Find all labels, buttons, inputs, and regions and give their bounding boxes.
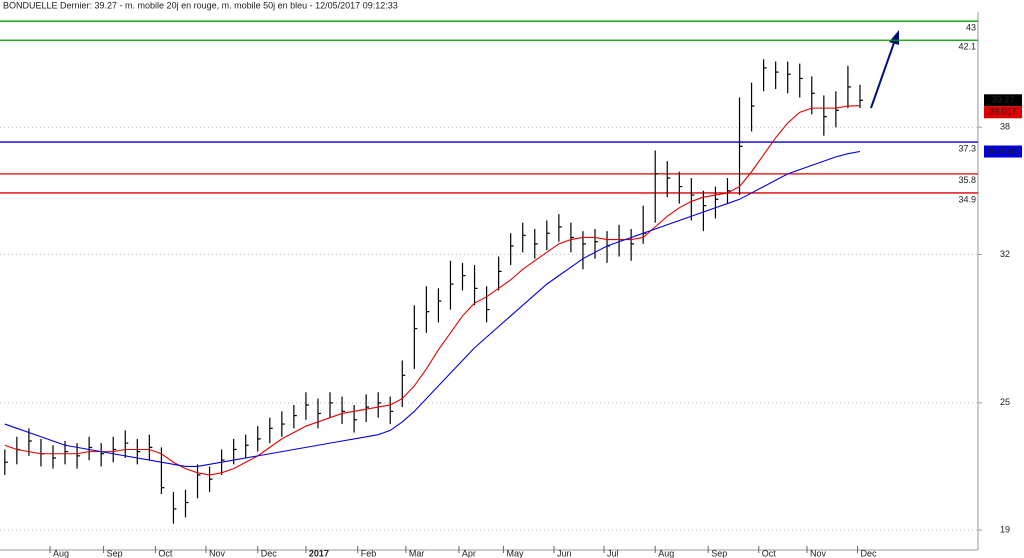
price-tag-label: 36.8544 <box>987 146 1020 156</box>
x-tick-label: Feb <box>361 548 377 558</box>
x-tick-label: Jul <box>607 548 619 558</box>
x-tick-label: Nov <box>209 548 226 558</box>
level-label: 35.8 <box>958 175 976 185</box>
moving-average <box>4 105 860 476</box>
x-tick-label: Nov <box>810 548 827 558</box>
x-tick-label: Mar <box>409 548 425 558</box>
x-tick-label: Dec <box>261 548 278 558</box>
x-tick-label: Jun <box>557 548 572 558</box>
x-tick-label: Oct <box>762 548 777 558</box>
level-label: 34.9 <box>958 194 976 204</box>
price-tag <box>984 145 1022 158</box>
y-tick-label: 19 <box>1000 524 1010 534</box>
price-tag <box>984 94 1022 107</box>
y-tick-label: 25 <box>1000 397 1010 407</box>
x-tick-label: Aug <box>53 548 69 558</box>
level-label: 42.1 <box>958 42 976 52</box>
x-tick-label: Apr <box>462 548 476 558</box>
x-tick-label: Dec <box>861 548 878 558</box>
x-tick-label: 2017 <box>309 548 329 558</box>
annotation-arrow <box>870 30 899 109</box>
x-tick-label: Aug <box>658 548 674 558</box>
y-tick-label: 38 <box>1000 122 1010 132</box>
price-tag-label: 39.017 <box>989 107 1017 117</box>
level-label: 43 <box>966 23 976 33</box>
x-tick-label: May <box>506 548 524 558</box>
x-tick-label: Oct <box>158 548 173 558</box>
level-label: 37.3 <box>958 143 976 153</box>
chart-title: BONDUELLE Dernier: 39.27 - m. mobile 20j… <box>3 0 398 10</box>
price-tag <box>984 106 1022 119</box>
moving-average <box>4 150 861 468</box>
price-tag-label: 39.27 <box>992 95 1015 105</box>
y-tick-label: 32 <box>1000 249 1010 259</box>
x-tick-label: Sep <box>711 548 727 558</box>
x-tick-label: Sep <box>107 548 123 558</box>
